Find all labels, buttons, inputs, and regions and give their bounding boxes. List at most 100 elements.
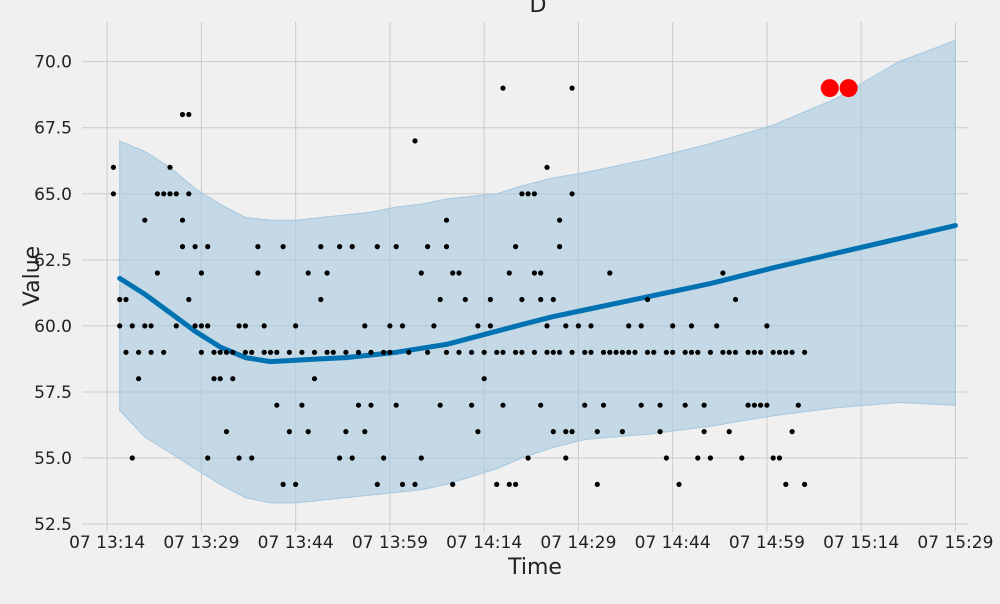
observed-point: [280, 244, 286, 250]
observed-point: [682, 402, 688, 408]
observed-point: [594, 481, 600, 487]
observed-point: [764, 402, 770, 408]
observed-point: [318, 244, 324, 250]
observed-point: [123, 349, 129, 355]
x-tick-label: 07 15:14: [823, 533, 899, 553]
observed-point: [588, 349, 594, 355]
observed-point: [230, 376, 236, 382]
observed-point: [293, 323, 299, 329]
x-tick-label: 07 13:59: [352, 533, 428, 553]
observed-point: [695, 349, 701, 355]
observed-point: [783, 349, 789, 355]
observed-point: [205, 244, 211, 250]
x-tick-label: 07 14:14: [446, 533, 522, 553]
observed-point: [500, 349, 506, 355]
y-tick-label: 57.5: [34, 383, 72, 403]
observed-point: [355, 402, 362, 408]
observed-point: [544, 349, 550, 355]
observed-point: [776, 455, 783, 461]
observed-point: [607, 349, 613, 355]
observed-point: [255, 270, 261, 276]
observed-point: [142, 323, 148, 329]
observed-point: [249, 455, 255, 461]
observed-point: [148, 323, 154, 329]
observed-point: [425, 349, 431, 355]
observed-point: [758, 402, 764, 408]
observed-point: [186, 191, 192, 197]
observed-point: [374, 481, 380, 487]
uncertainty-band: [119, 39, 956, 504]
observed-point: [406, 349, 412, 355]
observed-point: [557, 244, 563, 250]
observed-point: [129, 455, 135, 461]
observed-point: [519, 349, 525, 355]
observed-point: [173, 191, 179, 197]
observed-point: [343, 429, 349, 435]
observed-point: [456, 349, 462, 355]
x-tick-label: 07 13:14: [69, 533, 145, 553]
observed-point: [751, 402, 758, 408]
observed-point: [368, 402, 374, 408]
observed-point: [789, 429, 795, 435]
observed-point: [387, 323, 393, 329]
observed-point: [500, 85, 506, 91]
observed-point: [632, 349, 638, 355]
observed-point: [418, 455, 424, 461]
observed-point: [161, 191, 167, 197]
observed-point: [745, 349, 751, 355]
observed-point: [286, 429, 292, 435]
observed-point: [318, 296, 324, 303]
observed-point: [443, 217, 450, 223]
observed-point: [286, 349, 292, 355]
observed-point: [657, 429, 663, 435]
observed-point: [506, 270, 512, 276]
observed-point: [117, 323, 123, 329]
observed-point: [487, 296, 493, 303]
observed-point: [393, 402, 399, 408]
observed-point: [732, 296, 739, 303]
observed-point: [223, 429, 230, 435]
observed-point: [192, 323, 198, 329]
observed-point: [431, 323, 437, 329]
observed-point: [337, 244, 343, 250]
observed-point: [569, 85, 575, 91]
observed-point: [450, 481, 456, 487]
observed-point: [582, 349, 588, 355]
observed-point: [726, 429, 732, 435]
observed-point: [588, 323, 594, 329]
observed-point: [676, 481, 682, 487]
observed-point: [688, 323, 695, 329]
y-tick-label: 52.5: [34, 515, 72, 535]
observed-point: [525, 191, 531, 197]
observed-point: [249, 349, 255, 355]
forecast-line-path: [117, 223, 958, 365]
observed-point: [531, 191, 538, 197]
observed-point: [770, 455, 776, 461]
observed-point: [494, 349, 500, 355]
x-axis-ticks: 07 13:14 07 13:29 07 13:44 07 13:59 07 14:14…: [69, 533, 993, 553]
observed-point: [538, 270, 544, 276]
observed-point: [412, 138, 418, 144]
observed-point: [563, 455, 569, 461]
observed-point: [349, 455, 355, 461]
x-tick-label: 07 13:44: [258, 533, 334, 553]
observed-point: [242, 323, 248, 329]
observed-point: [412, 481, 418, 487]
observed-point: [494, 481, 500, 487]
observed-point: [569, 429, 575, 435]
observed-point: [274, 402, 280, 408]
observed-point: [789, 349, 795, 355]
observed-point: [381, 349, 387, 355]
observed-point: [186, 296, 192, 303]
observed-point: [142, 217, 148, 223]
observed-point: [418, 270, 424, 276]
observed-point: [751, 349, 758, 355]
observed-point: [776, 349, 783, 355]
y-tick-label: 62.5: [34, 251, 72, 271]
observed-point: [223, 349, 230, 355]
observed-point: [179, 244, 186, 250]
anomaly-point: [820, 79, 839, 98]
observed-point: [443, 244, 450, 250]
chart-title: D: [530, 0, 547, 18]
observed-point: [544, 323, 550, 329]
